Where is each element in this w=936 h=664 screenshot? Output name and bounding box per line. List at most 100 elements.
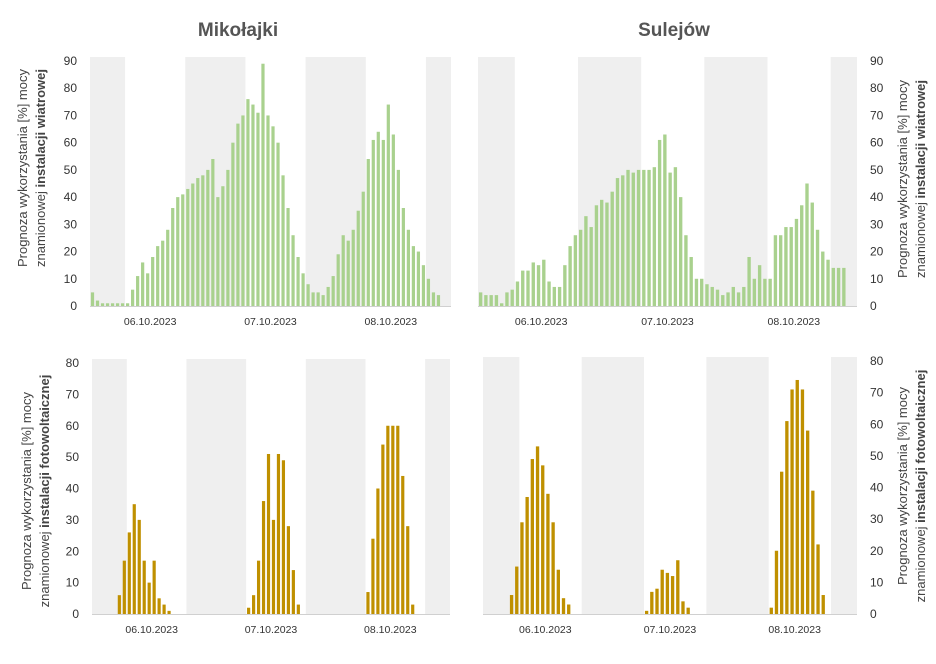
bar bbox=[366, 159, 370, 306]
bar bbox=[115, 303, 120, 306]
bar bbox=[800, 389, 805, 614]
ylabel-wind-right-prefix: znamionowej bbox=[913, 199, 928, 279]
bar bbox=[774, 550, 779, 614]
night-band bbox=[483, 357, 520, 614]
bar bbox=[336, 254, 340, 306]
bar bbox=[206, 169, 210, 306]
bar bbox=[810, 202, 814, 306]
bar bbox=[131, 289, 135, 306]
bar bbox=[584, 216, 588, 306]
bar bbox=[647, 169, 651, 306]
bar bbox=[176, 197, 180, 306]
y-tick-label: 40 bbox=[64, 190, 78, 204]
bar bbox=[663, 134, 667, 306]
bar bbox=[644, 610, 649, 614]
bar bbox=[366, 592, 370, 614]
bar bbox=[321, 295, 325, 306]
bar bbox=[311, 292, 315, 306]
bar bbox=[146, 273, 150, 306]
panel-pv-mikolajki: 0 10 20 30 40 50 60 70 80 06.10.2023 07.10.2023 08.… bbox=[66, 356, 450, 636]
bar bbox=[120, 303, 125, 306]
night-band bbox=[425, 57, 451, 306]
y-tick-label: 30 bbox=[66, 513, 80, 527]
x-date-label: 08.10.2023 bbox=[768, 624, 821, 636]
bar bbox=[736, 292, 741, 306]
night-band bbox=[581, 357, 645, 614]
bar bbox=[589, 227, 593, 306]
bar bbox=[361, 191, 365, 306]
bar bbox=[805, 430, 810, 614]
bar bbox=[747, 257, 751, 306]
bar bbox=[784, 227, 788, 306]
bar bbox=[542, 259, 546, 306]
y-tick-label: 50 bbox=[66, 450, 80, 464]
bar bbox=[626, 169, 630, 306]
y-tick-label: 30 bbox=[64, 217, 78, 231]
bar bbox=[386, 104, 390, 306]
bar bbox=[790, 389, 794, 614]
night-band bbox=[704, 57, 768, 306]
bar bbox=[276, 453, 281, 614]
bar bbox=[127, 532, 131, 614]
bar bbox=[600, 199, 604, 306]
bar bbox=[157, 598, 161, 614]
bar bbox=[191, 183, 195, 306]
title-mikolajki: Mikołajki bbox=[198, 20, 278, 41]
y-tick-label: 90 bbox=[870, 54, 884, 68]
bar bbox=[391, 134, 395, 306]
bar bbox=[151, 257, 155, 306]
bar bbox=[689, 257, 693, 306]
bar bbox=[221, 186, 225, 306]
y-tick-label: 40 bbox=[870, 481, 884, 495]
bar bbox=[521, 270, 525, 306]
bar bbox=[256, 560, 261, 614]
bar bbox=[768, 278, 772, 306]
bar bbox=[686, 607, 690, 614]
night-band bbox=[305, 57, 366, 306]
bar bbox=[547, 281, 551, 306]
bar bbox=[406, 229, 410, 306]
y-tick-label: 50 bbox=[64, 163, 78, 177]
bar bbox=[500, 303, 504, 306]
bar bbox=[531, 262, 535, 306]
bar bbox=[484, 295, 488, 306]
bar bbox=[721, 295, 725, 306]
y-tick-label: 20 bbox=[64, 245, 78, 259]
bar bbox=[551, 522, 555, 614]
bar bbox=[271, 126, 275, 306]
bar bbox=[401, 475, 405, 614]
bar bbox=[351, 229, 355, 306]
night-band bbox=[185, 57, 246, 306]
bar bbox=[391, 425, 395, 614]
bar bbox=[676, 560, 680, 614]
bar bbox=[236, 123, 240, 306]
ylabel-pv-left-line2: znamionowej instalacji fotowoltaicznej bbox=[37, 375, 52, 608]
bar bbox=[509, 595, 514, 614]
night-band bbox=[578, 57, 642, 306]
bar bbox=[780, 471, 784, 614]
bar bbox=[681, 601, 685, 614]
bar bbox=[705, 284, 709, 306]
bar bbox=[631, 172, 635, 306]
ylabel-pv-right-line1: Prognoza wykorzystania [%] mocy bbox=[895, 387, 910, 585]
bar bbox=[241, 115, 245, 306]
y-tick-label: 20 bbox=[66, 544, 80, 558]
y-tick-label: 80 bbox=[66, 356, 80, 370]
bar bbox=[556, 569, 560, 614]
bar bbox=[573, 235, 578, 306]
bar bbox=[252, 595, 256, 614]
bar bbox=[530, 459, 534, 614]
bar bbox=[316, 292, 320, 306]
bar bbox=[778, 235, 783, 306]
title-sulejow: Sulejów bbox=[638, 20, 710, 41]
bar bbox=[605, 202, 609, 306]
y-tick-label: 10 bbox=[64, 272, 78, 286]
bar bbox=[266, 453, 271, 614]
bar bbox=[670, 576, 675, 614]
ylabel-wind-left-prefix: znamionowej bbox=[33, 188, 48, 268]
night-band bbox=[830, 57, 857, 306]
y-tick-label: 80 bbox=[870, 354, 884, 368]
bar bbox=[478, 292, 483, 306]
bar bbox=[286, 526, 290, 614]
y-tick-label: 50 bbox=[870, 163, 884, 177]
